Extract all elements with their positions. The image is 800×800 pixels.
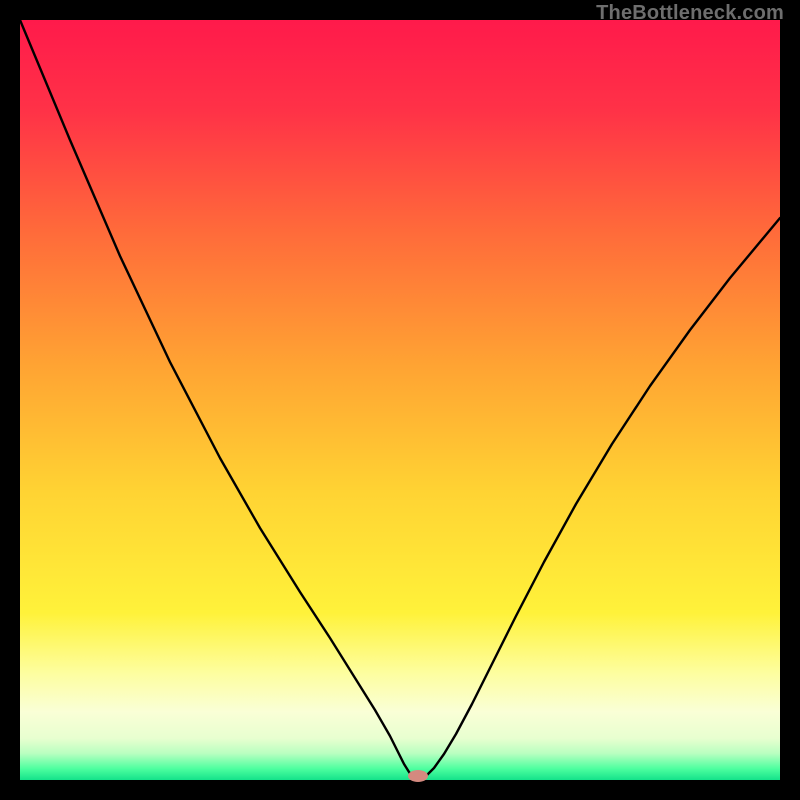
bottleneck-curve [0, 0, 800, 800]
chart-frame: TheBottleneck.com [0, 0, 800, 800]
watermark-text: TheBottleneck.com [596, 2, 784, 25]
optimal-point-marker [408, 770, 428, 782]
